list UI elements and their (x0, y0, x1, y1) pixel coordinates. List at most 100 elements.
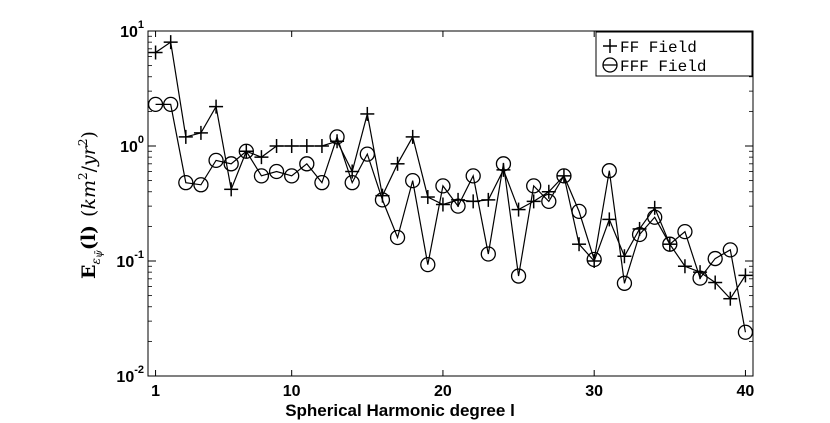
ff-point (390, 156, 405, 171)
legend-marker-ff (603, 39, 617, 53)
legend-label-ff: FF Field (620, 39, 697, 57)
fff-point (405, 172, 421, 189)
ff-point (647, 200, 662, 215)
ff-point (677, 259, 692, 274)
ylabel-arg: (l) (78, 225, 100, 250)
ff-point (435, 197, 450, 212)
fff-point (556, 168, 572, 184)
ff-point (299, 139, 314, 153)
y-tick-label-base: 10 (116, 254, 134, 271)
ylabel-unit-km: km (78, 180, 100, 210)
x-tick-label: 40 (737, 383, 755, 400)
x-axis-label: Spherical Harmonic degree l (285, 401, 515, 420)
ff-point (193, 125, 208, 140)
ff-point (148, 45, 163, 60)
fff-point (344, 175, 360, 191)
fff-point (662, 236, 678, 252)
fff-point (314, 175, 330, 191)
fff-point (450, 198, 466, 214)
fff-point (299, 156, 315, 172)
x-tick-label: 30 (585, 383, 603, 400)
fff-point (541, 193, 557, 210)
ff-point (420, 190, 435, 205)
fff-point (147, 96, 164, 113)
fff-point (329, 129, 345, 145)
legend-box (595, 31, 753, 77)
ff-point (708, 275, 723, 290)
fff-point (465, 168, 481, 184)
x-tick-label: 20 (434, 383, 452, 400)
ylabel-E: E (78, 264, 100, 278)
fff-point (420, 256, 436, 273)
fff-point (510, 268, 527, 284)
fff-point (238, 143, 254, 159)
legend-label-fff: FFF Field (620, 58, 706, 76)
y-tick-label-base: 10 (120, 139, 138, 156)
ylabel-sub-psi: ψ̄ (94, 250, 105, 258)
legend: FF Field FFF Field (595, 31, 753, 77)
ff-point (405, 129, 420, 144)
y-tick-label: 10-2 (116, 364, 144, 386)
fff-point (208, 152, 224, 169)
fff-point (389, 229, 406, 246)
y-tick-label: 100 (120, 134, 144, 156)
fff-point (495, 156, 512, 172)
ylabel-sub-eps: ε (89, 258, 103, 264)
ff-point (178, 129, 193, 144)
fff-point (526, 178, 542, 194)
fff-point (616, 275, 633, 291)
y-tick-label-exp: -2 (134, 364, 144, 376)
ff-point (511, 202, 526, 217)
fff-point (253, 168, 270, 184)
ff-point (481, 192, 496, 207)
y-tick-label-exp: 1 (138, 19, 144, 31)
fff-point (571, 203, 587, 220)
ff-point (254, 150, 269, 165)
ff-point (163, 35, 178, 50)
ff-point (284, 139, 299, 153)
y-tick-label-exp: -1 (134, 249, 144, 261)
fff-point (601, 163, 617, 179)
fff-point (223, 156, 239, 172)
fff-point (435, 178, 451, 194)
y-axis-label: Eεψ̄(l)(km2/yr2) (76, 131, 105, 279)
ylabel-unit-yr: yr (78, 144, 100, 167)
fff-point (268, 163, 285, 180)
ylabel-unit-km-exp: 2 (76, 172, 90, 180)
fff-point (193, 177, 209, 193)
ff-point (526, 194, 541, 209)
fff-point (737, 324, 754, 340)
x-tick-label: 10 (283, 383, 301, 400)
legend-marker-fff (602, 57, 618, 73)
ff-point (269, 139, 284, 153)
data-series (147, 35, 754, 340)
fff-point (647, 209, 663, 225)
fff-point (284, 168, 300, 184)
fff-point (631, 226, 648, 243)
ff-point (602, 212, 617, 227)
svg-text:Eεψ̄(l)(km2/yr2): Eεψ̄(l)(km2/yr2) (76, 131, 105, 279)
ylabel-unit-close: ) (78, 131, 100, 138)
fff-point (374, 192, 391, 208)
fff-point (163, 96, 179, 113)
ff-point (738, 268, 753, 283)
y-tick-label-exp: 0 (138, 134, 144, 146)
x-tick-label: 1 (151, 383, 160, 400)
ff-point (541, 184, 556, 199)
ylabel-unit-slash: / (78, 165, 100, 172)
y-tick-label-base: 10 (120, 24, 138, 41)
y-tick-label: 101 (120, 19, 144, 41)
fff-point (480, 246, 496, 262)
ff-point (617, 249, 632, 264)
series-line-fff (155, 103, 747, 333)
fff-point (359, 146, 375, 162)
axis-ticks (148, 30, 753, 377)
ff-point (723, 291, 738, 306)
ff-point (209, 99, 224, 114)
fff-point (586, 251, 602, 268)
ff-point (224, 182, 239, 197)
fff-point (692, 270, 708, 286)
ylabel-unit-open: ( (78, 210, 100, 217)
